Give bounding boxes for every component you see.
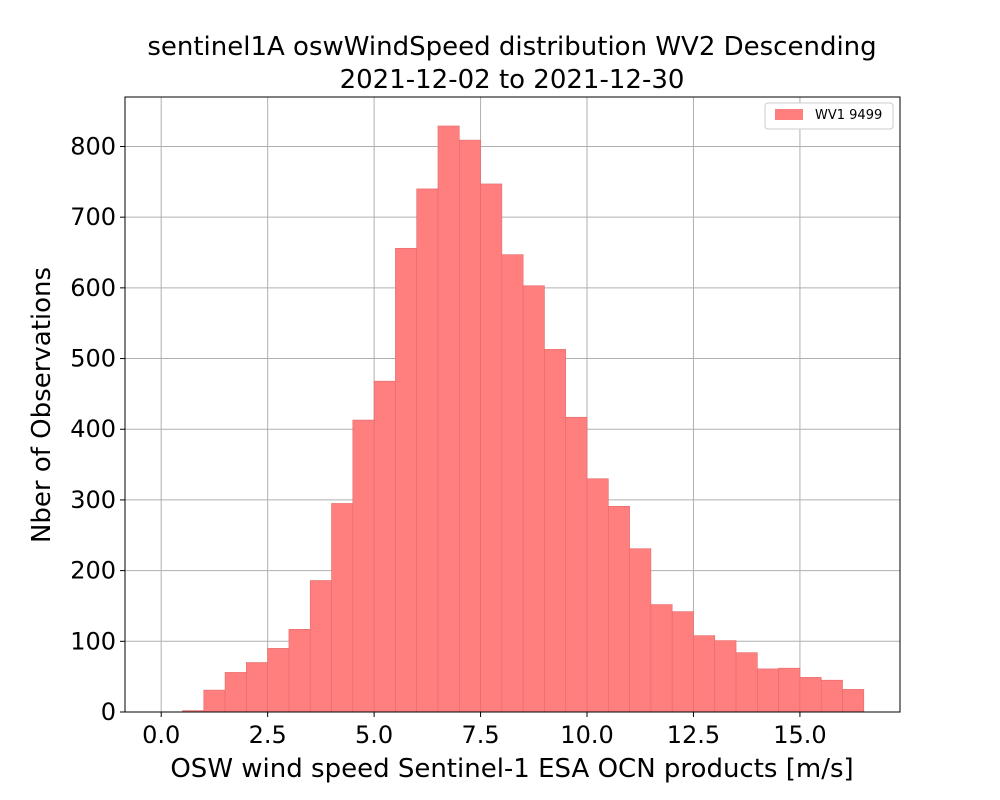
y-tick-label: 300 <box>70 486 116 514</box>
histogram-bar <box>501 254 524 713</box>
histogram-bar <box>480 183 503 713</box>
x-tick-label: 5.0 <box>355 721 393 749</box>
histogram-bar <box>714 640 737 713</box>
histogram-bar <box>735 652 758 713</box>
y-tick-label: 200 <box>70 557 116 585</box>
legend-label: WV1 9499 <box>815 108 882 123</box>
histogram-bar <box>395 247 417 713</box>
histogram-bar <box>224 672 247 713</box>
histogram-bar <box>671 611 694 713</box>
y-tick-label: 400 <box>70 415 116 443</box>
x-tick-label: 0.0 <box>142 721 180 749</box>
histogram-bar <box>288 628 311 713</box>
x-tick-label: 2.5 <box>249 721 287 749</box>
histogram-bar <box>799 677 822 713</box>
histogram-bar <box>778 667 801 713</box>
y-axis-ticks: 0 100 200 300 400 500 600 700 800 <box>70 132 125 726</box>
histogram-bar <box>693 635 716 713</box>
histogram-bar <box>352 419 375 713</box>
x-tick-label: 15.0 <box>773 721 826 749</box>
histogram-bar <box>458 139 481 713</box>
histogram-bar <box>246 662 268 713</box>
histogram-bar <box>608 505 630 713</box>
y-tick-label: 100 <box>70 627 116 655</box>
histogram-bar <box>522 285 545 713</box>
y-tick-label: 700 <box>70 203 116 231</box>
y-tick-label: 600 <box>70 274 116 302</box>
x-axis-ticks: 0.0 2.5 5.0 7.5 10.0 12.5 15.0 <box>142 712 827 749</box>
histogram-bar <box>267 648 290 713</box>
x-axis-label: OSW wind speed Sentinel-1 ESA OCN produc… <box>170 754 853 784</box>
histogram-bar <box>544 349 567 713</box>
y-tick-label: 800 <box>70 132 116 160</box>
x-tick-label: 10.0 <box>560 721 613 749</box>
histogram-bars <box>182 125 865 713</box>
histogram-bar <box>565 416 588 713</box>
y-axis-label: Nber of Observations <box>27 267 57 543</box>
plot-frame <box>124 96 901 713</box>
histogram-bar <box>309 580 332 713</box>
legend-swatch <box>775 109 803 120</box>
histogram-bar <box>629 548 652 713</box>
histogram-bar <box>331 503 354 713</box>
chart-title-line1: sentinel1A oswWindSpeed distribution WV2… <box>147 32 876 62</box>
chart-title-line2: 2021-12-02 to 2021-12-30 <box>340 65 685 95</box>
histogram-bar <box>586 478 609 713</box>
legend: WV1 9499 <box>764 102 894 130</box>
histogram-bar <box>820 679 843 713</box>
x-tick-label: 7.5 <box>461 721 499 749</box>
histogram-bar <box>416 188 439 713</box>
y-tick-label: 0 <box>101 698 116 726</box>
histogram-bar <box>757 668 779 713</box>
x-tick-label: 12.5 <box>667 721 720 749</box>
histogram-bar <box>437 125 460 713</box>
y-tick-label: 500 <box>70 345 116 373</box>
histogram-bar <box>203 689 226 713</box>
histogram-bar <box>650 604 673 713</box>
histogram-bar <box>842 689 865 713</box>
histogram-bar <box>373 380 396 713</box>
